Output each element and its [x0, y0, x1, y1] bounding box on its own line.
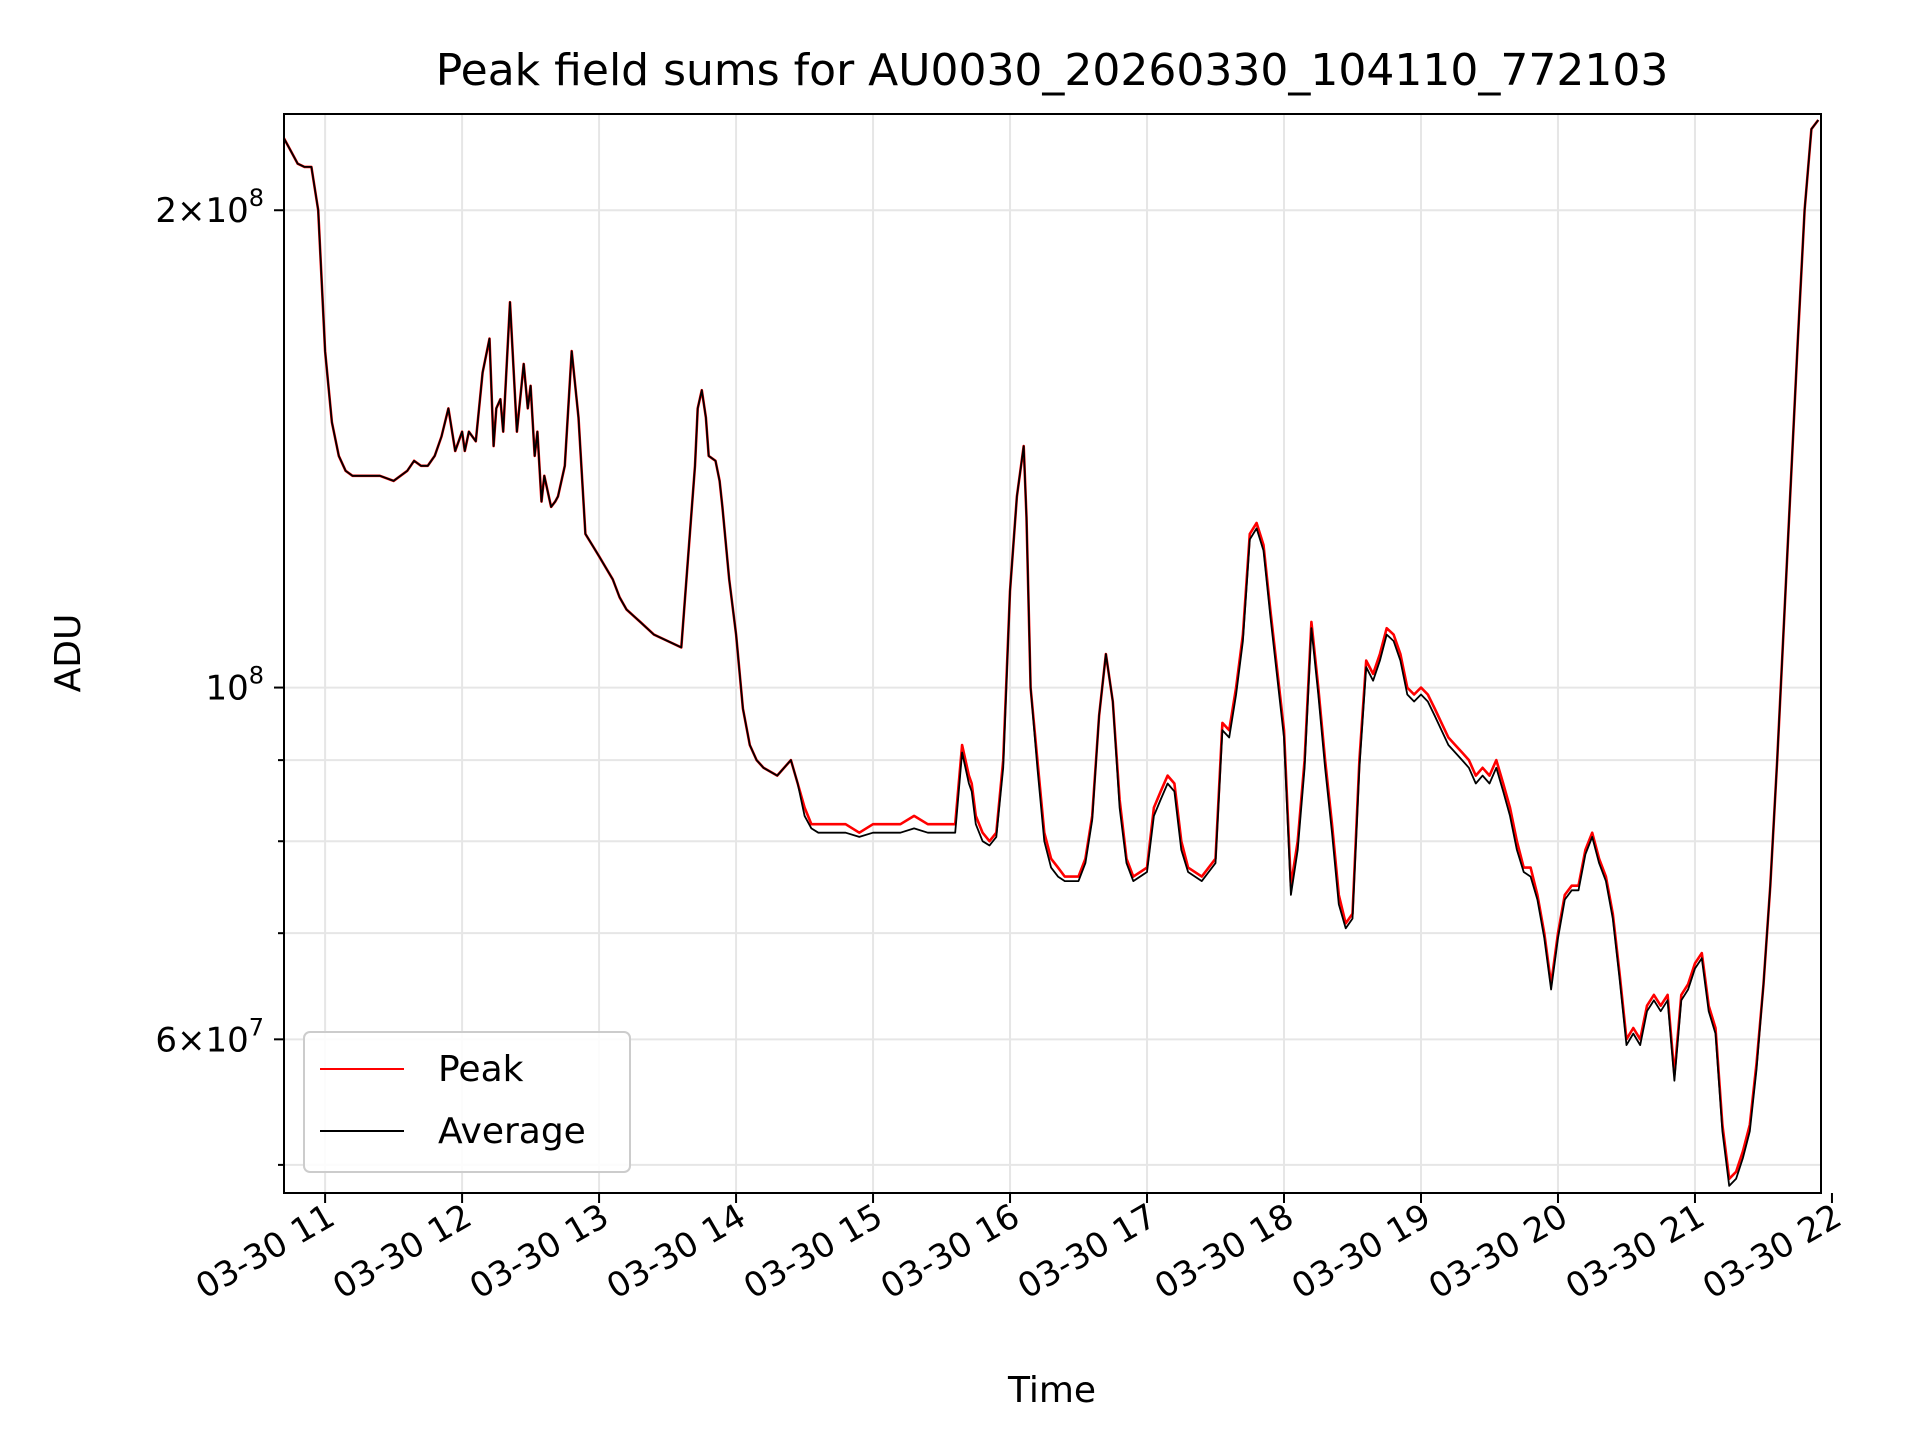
y-axis: 2×108 108 6×107	[155, 184, 284, 1166]
y-tick-label: 108	[205, 662, 264, 709]
legend-label-peak: Peak	[438, 1049, 524, 1090]
grid-lines	[284, 114, 1821, 1193]
y-tick-label: 6×107	[155, 1013, 264, 1060]
y-axis-label: ADU	[48, 614, 89, 693]
x-axis-label: Time	[1007, 1370, 1096, 1411]
legend-label-average: Average	[438, 1111, 586, 1152]
chart-title: Peak field sums for AU0030_20260330_1041…	[436, 45, 1669, 96]
y-tick-label: 2×108	[155, 184, 264, 231]
legend: Peak Average	[303, 1031, 631, 1173]
legend-box	[303, 1031, 631, 1173]
series-line-average	[283, 119, 1820, 1187]
series-layer	[282, 119, 1820, 1187]
plot-frame	[283, 113, 1822, 1194]
